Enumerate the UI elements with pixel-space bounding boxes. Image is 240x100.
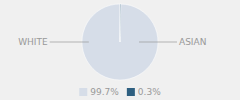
annotations: WHITE ASIAN (18, 37, 206, 47)
legend: 99.7% 0.3% (79, 87, 161, 97)
legend-item: 0.3% (127, 87, 161, 97)
legend-swatch (79, 88, 87, 96)
leader-line (50, 42, 89, 43)
annotation: ASIAN (179, 37, 206, 47)
background (0, 0, 240, 100)
legend-swatch (127, 88, 135, 96)
legend-item: 99.7% (79, 87, 119, 97)
leader-line (139, 42, 177, 43)
legend-label: 99.7% (90, 87, 119, 97)
annotation: WHITE (18, 37, 48, 47)
chart: WHITE ASIAN 99.7% 0.3% (0, 0, 240, 100)
pie-slice (120, 4, 122, 42)
legend-label: 0.3% (138, 87, 161, 97)
